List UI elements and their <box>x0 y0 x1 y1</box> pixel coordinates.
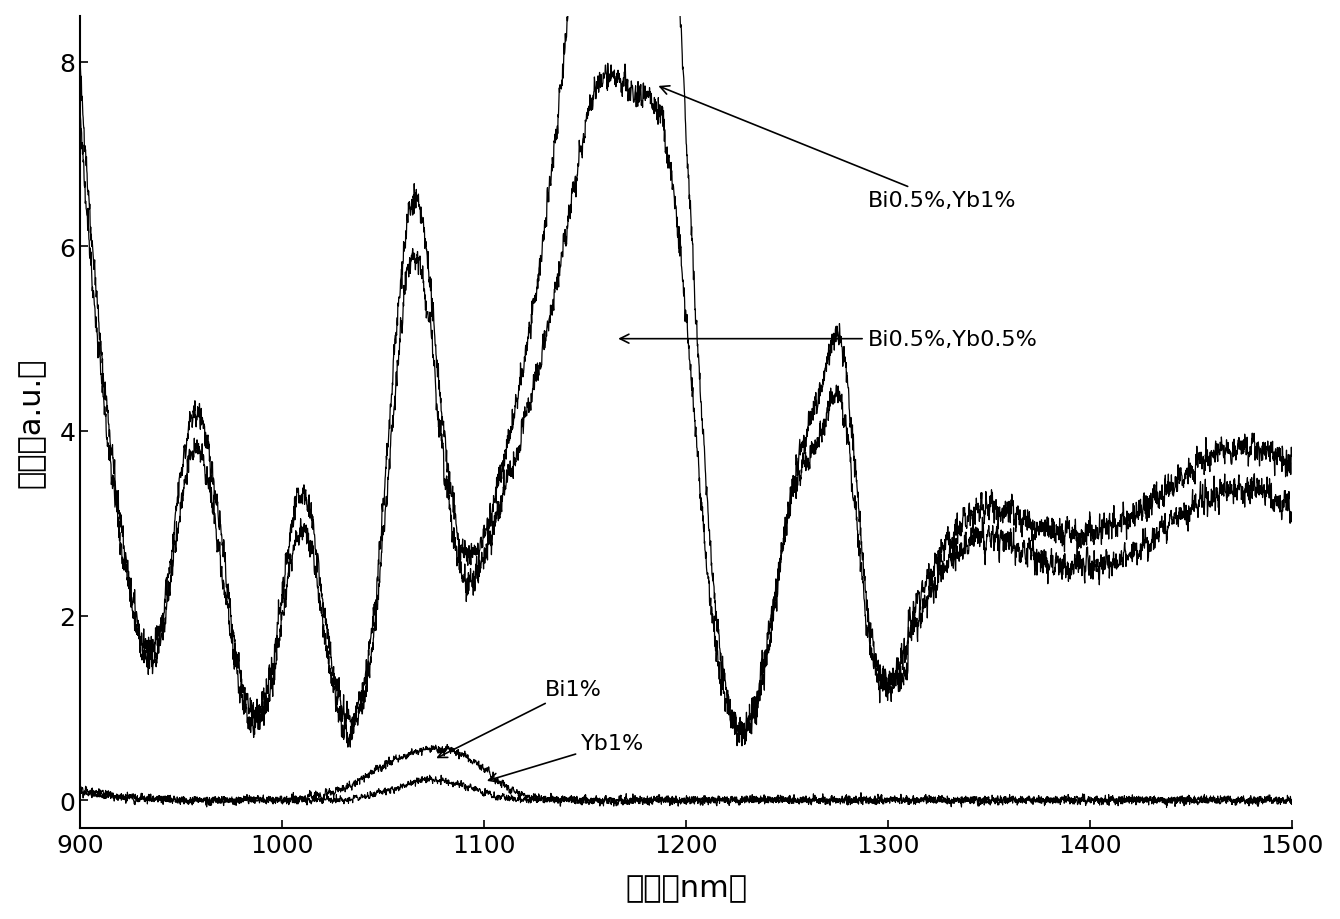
Text: Bi0.5%,Yb0.5%: Bi0.5%,Yb0.5% <box>620 329 1037 349</box>
Text: Bi1%: Bi1% <box>438 680 602 757</box>
Y-axis label: 强度（a.u.）: 强度（a.u.） <box>16 357 46 487</box>
Text: Yb1%: Yb1% <box>489 733 645 782</box>
Text: Bi0.5%,Yb1%: Bi0.5%,Yb1% <box>661 86 1016 211</box>
X-axis label: 波长（nm）: 波长（nm） <box>624 873 746 902</box>
